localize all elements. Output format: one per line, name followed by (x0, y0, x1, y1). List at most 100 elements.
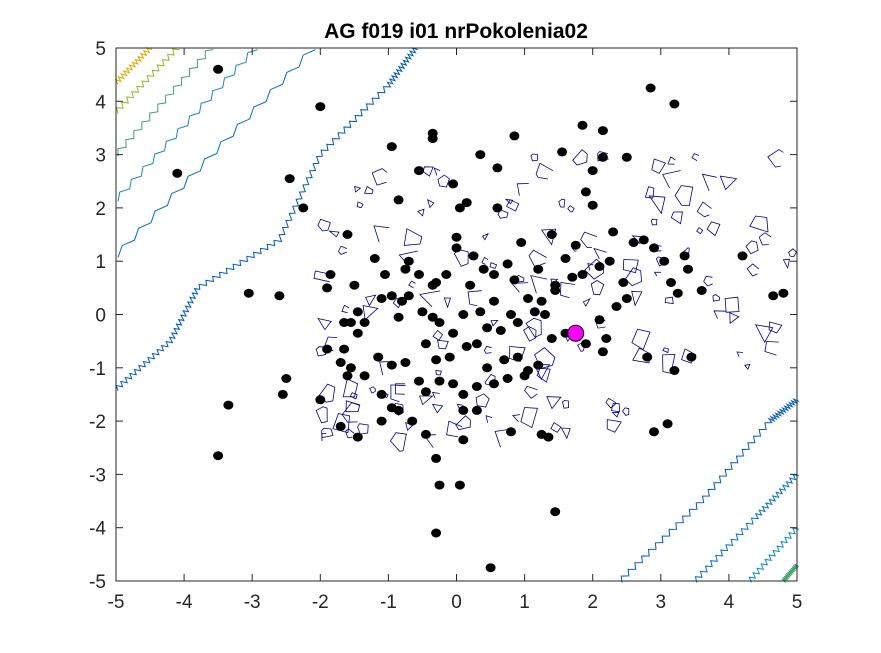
noise-contour (455, 415, 471, 431)
contour-layer (114, 46, 800, 583)
noise-contour (558, 198, 566, 208)
population-point (369, 254, 380, 263)
y-tick-label: 4 (95, 92, 106, 113)
noise-contour (437, 174, 450, 188)
population-point (659, 256, 670, 266)
population-point (352, 307, 363, 317)
y-tick-label: -2 (89, 412, 106, 433)
noise-contour (369, 386, 377, 394)
population-point (458, 310, 469, 319)
population-point (580, 187, 591, 197)
contour-line (115, 48, 180, 114)
population-point (427, 312, 438, 322)
population-point (669, 366, 680, 375)
y-tick-label: -1 (89, 359, 106, 380)
population-point (213, 451, 224, 461)
noise-contour (719, 175, 738, 191)
noise-contour (417, 208, 425, 217)
noise-contour (664, 296, 674, 304)
population-point (414, 376, 424, 386)
noise-contour (724, 296, 740, 313)
points-layer (172, 64, 789, 573)
population-point (492, 203, 503, 213)
x-tick-label: 4 (724, 592, 735, 613)
noise-contour (364, 186, 374, 195)
contour-line (620, 397, 800, 583)
y-tick-label: -4 (89, 519, 106, 540)
noise-contour (506, 199, 520, 212)
population-point (352, 432, 363, 442)
noise-contour (338, 245, 348, 255)
x-tick-label: 0 (451, 592, 462, 613)
noise-contour (475, 393, 490, 408)
y-tick-label: 3 (95, 146, 106, 167)
noise-contour (624, 267, 643, 287)
noise-contour (431, 403, 444, 414)
population-point (386, 360, 397, 370)
noise-contour (328, 230, 340, 238)
noise-contour (644, 186, 655, 199)
population-point (376, 389, 387, 399)
population-point (642, 352, 653, 362)
population-point (471, 405, 482, 415)
population-point (621, 152, 632, 162)
noise-contour (648, 195, 666, 215)
population-point (587, 200, 598, 210)
population-point (533, 264, 544, 274)
contour-line (117, 49, 316, 258)
noise-contour (701, 173, 717, 192)
noise-contour (390, 384, 406, 403)
population-point (621, 294, 632, 303)
population-point (342, 371, 353, 381)
population-point (352, 328, 363, 338)
population-point (213, 64, 224, 74)
population-point (454, 203, 465, 213)
population-point (349, 280, 360, 290)
noise-contour (621, 407, 630, 416)
noise-contour (535, 162, 554, 180)
noise-contour (356, 201, 364, 209)
population-point (502, 259, 513, 269)
population-point (431, 355, 442, 365)
population-point (414, 166, 424, 176)
population-point (427, 280, 438, 290)
noise-contour (606, 419, 622, 433)
noise-contour (313, 270, 332, 283)
noise-contour (674, 185, 694, 207)
population-point (536, 296, 547, 306)
population-point (322, 344, 333, 354)
noise-contour (321, 427, 334, 439)
x-tick-label: 2 (587, 592, 598, 613)
population-point (550, 286, 561, 295)
population-point (434, 376, 445, 386)
population-point (400, 358, 411, 367)
noise-contour (536, 367, 551, 383)
x-tick-label: -4 (176, 592, 193, 613)
noise-contour (713, 310, 727, 319)
population-point (420, 429, 431, 439)
noise-contour (520, 407, 539, 429)
noise-contour (371, 168, 388, 186)
population-point (431, 453, 442, 463)
noise-contour (379, 361, 390, 376)
population-point (448, 328, 459, 338)
population-point (403, 291, 414, 301)
population-point (611, 302, 622, 311)
population-point (649, 427, 659, 437)
population-point (669, 99, 680, 109)
noise-contour (560, 282, 575, 299)
noise-contour (431, 391, 440, 399)
population-point (451, 243, 462, 253)
population-point (376, 416, 387, 426)
noise-contour (767, 149, 784, 168)
noise-contour (584, 258, 605, 280)
population-point (560, 254, 571, 263)
population-point (427, 134, 438, 144)
population-point (335, 421, 346, 431)
noise-contour (349, 392, 358, 400)
population-point (512, 352, 523, 362)
population-point (335, 358, 346, 367)
population-point (431, 528, 442, 538)
population-point (506, 427, 516, 437)
population-point (509, 131, 520, 141)
